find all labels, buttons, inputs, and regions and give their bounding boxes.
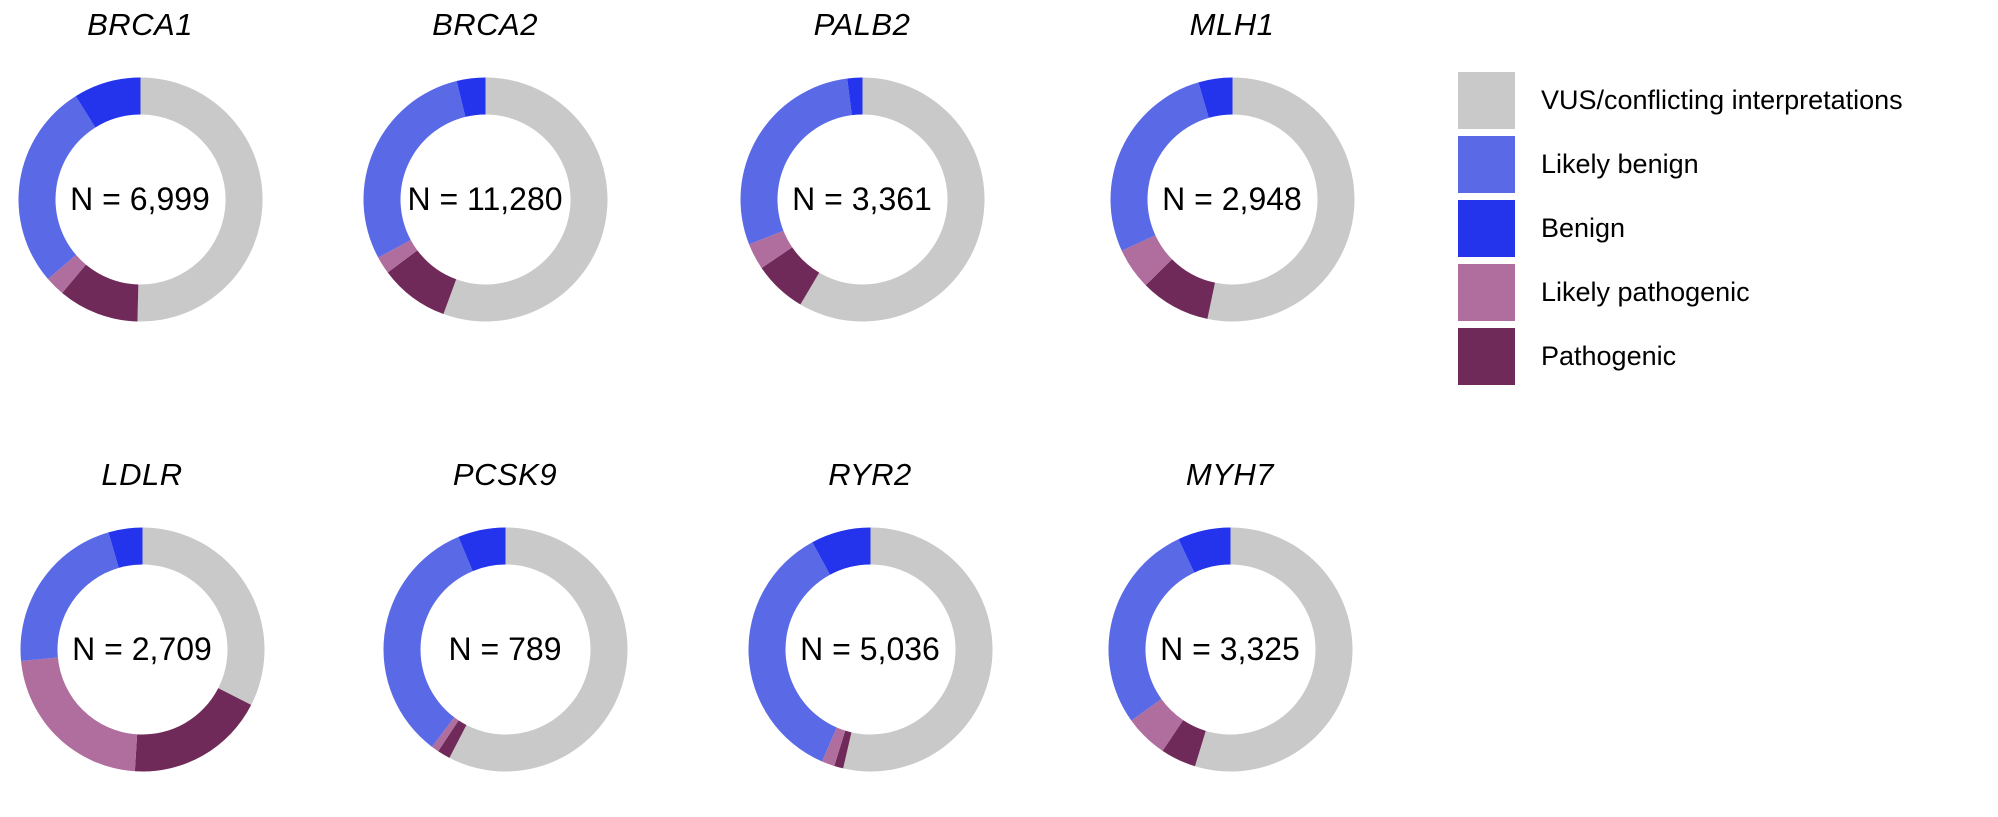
donut-chart-mlh1: N = 2,948	[1110, 77, 1355, 322]
mlh1-segment-vus	[1206, 77, 1354, 322]
chart-cell-mlh1: MLH1 N = 2,948	[1072, 5, 1392, 322]
donut-svg-myh7	[1107, 527, 1352, 772]
sample-size-label-pcsk9: N = 789	[448, 631, 562, 667]
donut-svg-mlh1	[1110, 77, 1354, 322]
sample-size-label-myh7: N = 3,325	[1160, 631, 1300, 667]
donut-chart-myh7: N = 3,325	[1107, 527, 1353, 772]
legend-swatch-likely-pathogenic	[1458, 264, 1515, 321]
ryr2-segment-vus	[842, 527, 993, 772]
myh7-segment-vus	[1194, 527, 1352, 772]
chart-cell-brca2: BRCA2 N = 11,280	[325, 5, 645, 322]
legend-label-benign: Benign	[1541, 213, 1626, 243]
legend-swatch-pathogenic	[1458, 328, 1515, 385]
donut-svg-palb2	[740, 77, 985, 322]
brca2-segment-likely-benign	[362, 80, 465, 258]
brca2-segment-vus	[442, 77, 607, 322]
donut-svg-ldlr	[19, 527, 264, 772]
chart-title-myh7: MYH7	[1185, 457, 1275, 492]
legend-swatch-vus	[1458, 72, 1515, 129]
brca1-segment-likely-benign	[18, 96, 95, 280]
legend-label-vus: VUS/conflicting interpretations	[1541, 85, 1903, 115]
chart-cell-ryr2: RYR2 N = 5,036	[710, 455, 1030, 772]
brca1-segment-likely-pathogenic	[47, 254, 86, 294]
chart-title-mlh1: MLH1	[1189, 7, 1275, 42]
ldlr-segment-likely-pathogenic	[20, 657, 137, 772]
chart-title-brca1: BRCA1	[87, 7, 193, 42]
ryr2-segment-likely-benign	[747, 542, 837, 762]
sample-size-label-ldlr: N = 2,709	[72, 631, 212, 667]
legend-label-likely-pathogenic: Likely pathogenic	[1541, 277, 1750, 307]
pcsk9-segment-benign	[457, 527, 505, 572]
brca1-segment-benign	[75, 77, 140, 128]
chart-cell-pcsk9: PCSK9 N = 789	[345, 455, 665, 772]
donut-svg-brca1	[18, 77, 263, 322]
myh7-segment-likely-benign	[1107, 539, 1194, 721]
legend-swatch-benign	[1458, 200, 1515, 257]
palb2-segment-likely-pathogenic	[748, 230, 792, 269]
palb2-segment-likely-benign	[740, 78, 852, 245]
myh7-segment-pathogenic	[1162, 720, 1206, 767]
legend-swatch-likely-benign	[1458, 136, 1515, 193]
donut-chart-ryr2: N = 5,036	[747, 527, 993, 772]
sample-size-label-brca2: N = 11,280	[407, 181, 563, 217]
donut-chart-brca2: N = 11,280	[362, 77, 608, 322]
pcsk9-segment-likely-pathogenic	[431, 717, 459, 752]
palb2-segment-pathogenic	[761, 247, 819, 305]
brca2-segment-benign	[456, 77, 485, 117]
myh7-segment-benign	[1178, 527, 1230, 573]
brca1-segment-pathogenic	[61, 264, 138, 322]
donut-chart-brca1: N = 6,999	[18, 77, 263, 322]
legend-item-likely-benign: Likely benign	[1458, 136, 1903, 193]
chart-title-pcsk9: PCSK9	[452, 457, 558, 492]
legend-item-likely-pathogenic: Likely pathogenic	[1458, 264, 1903, 321]
palb2-segment-benign	[846, 77, 862, 116]
donut-svg-brca2	[362, 77, 607, 322]
donut-chart-pcsk9: N = 789	[382, 527, 628, 772]
palb2-segment-vus	[799, 77, 985, 322]
mlh1-segment-pathogenic	[1145, 259, 1215, 319]
ldlr-segment-benign	[107, 527, 142, 568]
mlh1-segment-benign	[1197, 77, 1232, 118]
legend: VUS/conflicting interpretations Likely b…	[1458, 72, 1903, 385]
ryr2-segment-benign	[811, 527, 870, 575]
pcsk9-segment-vus	[448, 527, 628, 772]
chart-cell-myh7: MYH7 N = 3,325	[1070, 455, 1390, 772]
ldlr-segment-pathogenic	[134, 688, 251, 772]
myh7-segment-likely-pathogenic	[1130, 699, 1183, 751]
legend-label-likely-benign: Likely benign	[1541, 149, 1699, 179]
chart-title-palb2: PALB2	[813, 7, 911, 42]
chart-title-ldlr: LDLR	[101, 457, 183, 492]
ryr2-segment-pathogenic	[833, 730, 851, 769]
ldlr-segment-vus	[142, 527, 264, 705]
legend-item-pathogenic: Pathogenic	[1458, 328, 1903, 385]
donut-svg-pcsk9	[382, 527, 628, 772]
sample-size-label-palb2: N = 3,361	[792, 181, 932, 217]
chart-cell-palb2: PALB2 N = 3,361	[702, 5, 1022, 322]
mlh1-segment-likely-pathogenic	[1121, 235, 1172, 286]
sample-size-label-mlh1: N = 2,948	[1162, 181, 1302, 217]
chart-cell-ldlr: LDLR N = 2,709	[0, 455, 302, 772]
sample-size-label-ryr2: N = 5,036	[800, 631, 940, 667]
ldlr-segment-likely-benign	[19, 532, 119, 661]
chart-title-brca2: BRCA2	[432, 7, 538, 42]
chart-cell-brca1: BRCA1 N = 6,999	[0, 5, 300, 322]
brca1-segment-vus	[136, 77, 263, 322]
sample-size-label-brca1: N = 6,999	[70, 181, 210, 217]
chart-title-ryr2: RYR2	[828, 457, 912, 492]
donut-chart-ldlr: N = 2,709	[19, 527, 265, 772]
pcsk9-segment-pathogenic	[437, 720, 466, 758]
brca2-segment-likely-pathogenic	[377, 239, 417, 273]
brca2-segment-pathogenic	[387, 250, 456, 315]
pcsk9-segment-likely-benign	[382, 536, 473, 747]
mlh1-segment-likely-benign	[1110, 82, 1209, 251]
donut-chart-palb2: N = 3,361	[740, 77, 985, 322]
donut-svg-ryr2	[747, 527, 993, 772]
legend-item-vus: VUS/conflicting interpretations	[1458, 72, 1903, 129]
legend-label-pathogenic: Pathogenic	[1541, 341, 1677, 371]
legend-item-benign: Benign	[1458, 200, 1903, 257]
ryr2-segment-likely-pathogenic	[821, 727, 845, 766]
